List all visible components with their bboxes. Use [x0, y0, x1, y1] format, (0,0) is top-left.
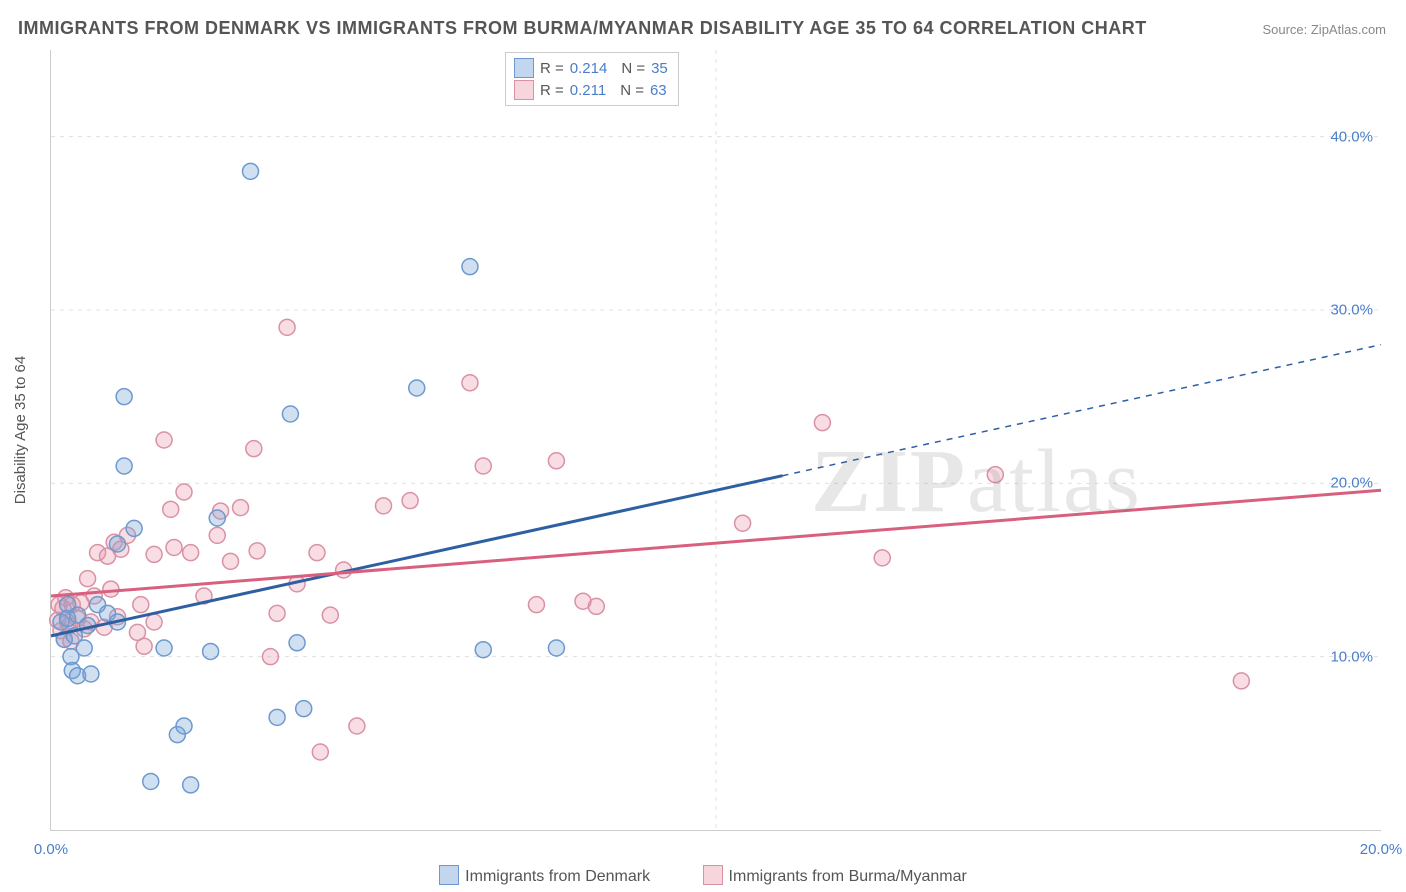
scatter-svg: [51, 50, 1381, 830]
data-point: [76, 640, 92, 656]
data-point: [126, 520, 142, 536]
data-point: [243, 163, 259, 179]
data-point: [588, 598, 604, 614]
n-label: N =: [621, 60, 645, 77]
series-legend: Immigrants from Denmark Immigrants from …: [0, 865, 1406, 886]
data-point: [309, 545, 325, 561]
data-point: [156, 432, 172, 448]
data-point: [376, 498, 392, 514]
data-point: [83, 666, 99, 682]
data-point: [528, 597, 544, 613]
swatch-burma-icon: [703, 865, 723, 885]
data-point: [146, 614, 162, 630]
data-point: [462, 259, 478, 275]
data-point: [312, 744, 328, 760]
data-point: [223, 553, 239, 569]
chart-title: IMMIGRANTS FROM DENMARK VS IMMIGRANTS FR…: [18, 18, 1147, 39]
data-point: [246, 441, 262, 457]
data-point: [116, 458, 132, 474]
data-point: [146, 546, 162, 562]
n-value-denmark: 35: [651, 60, 668, 77]
data-point: [269, 709, 285, 725]
data-point: [116, 389, 132, 405]
legend-row-burma: R = 0.211 N = 63: [514, 79, 668, 101]
data-point: [289, 635, 305, 651]
r-label: R =: [540, 60, 564, 77]
data-point: [166, 539, 182, 555]
trend-line: [51, 490, 1381, 596]
swatch-denmark-icon: [514, 58, 534, 78]
r-value-burma: 0.211: [570, 82, 606, 99]
data-point: [209, 527, 225, 543]
y-tick-label: 40.0%: [1330, 128, 1373, 145]
x-tick-label: 20.0%: [1360, 841, 1403, 858]
r-value-denmark: 0.214: [570, 60, 608, 77]
correlation-legend: R = 0.214 N = 35 R = 0.211 N = 63: [505, 52, 679, 106]
data-point: [262, 649, 278, 665]
data-point: [475, 642, 491, 658]
y-axis-label: Disability Age 35 to 64: [12, 356, 29, 504]
data-point: [282, 406, 298, 422]
data-point: [103, 581, 119, 597]
data-point: [296, 701, 312, 717]
data-point: [249, 543, 265, 559]
data-point: [110, 536, 126, 552]
legend-item-denmark: Immigrants from Denmark: [439, 868, 654, 885]
data-point: [735, 515, 751, 531]
data-point: [133, 597, 149, 613]
chart-plot-area: ZIPatlas 10.0%20.0%30.0%40.0%0.0%20.0%: [50, 50, 1381, 831]
source-attribution: Source: ZipAtlas.com: [1262, 22, 1386, 37]
data-point: [156, 640, 172, 656]
data-point: [143, 773, 159, 789]
data-point: [80, 571, 96, 587]
data-point: [874, 550, 890, 566]
data-point: [548, 453, 564, 469]
data-point: [322, 607, 338, 623]
data-point: [279, 319, 295, 335]
data-point: [349, 718, 365, 734]
data-point: [136, 638, 152, 654]
x-tick-label: 0.0%: [34, 841, 68, 858]
data-point: [176, 718, 192, 734]
watermark: ZIPatlas: [811, 430, 1142, 533]
y-tick-label: 20.0%: [1330, 475, 1373, 492]
data-point: [1233, 673, 1249, 689]
data-point: [402, 493, 418, 509]
data-point: [269, 605, 285, 621]
legend-row-denmark: R = 0.214 N = 35: [514, 57, 668, 79]
data-point: [209, 510, 225, 526]
data-point: [462, 375, 478, 391]
data-point: [163, 501, 179, 517]
legend-item-burma: Immigrants from Burma/Myanmar: [703, 868, 967, 885]
data-point: [409, 380, 425, 396]
data-point: [548, 640, 564, 656]
data-point: [475, 458, 491, 474]
swatch-burma-icon: [514, 80, 534, 100]
data-point: [814, 415, 830, 431]
swatch-denmark-icon: [439, 865, 459, 885]
data-point: [183, 777, 199, 793]
data-point: [203, 643, 219, 659]
y-tick-label: 10.0%: [1330, 648, 1373, 665]
r-label: R =: [540, 82, 564, 99]
data-point: [183, 545, 199, 561]
n-label: N =: [620, 82, 644, 99]
y-tick-label: 30.0%: [1330, 302, 1373, 319]
data-point: [233, 500, 249, 516]
n-value-burma: 63: [650, 82, 667, 99]
data-point: [176, 484, 192, 500]
